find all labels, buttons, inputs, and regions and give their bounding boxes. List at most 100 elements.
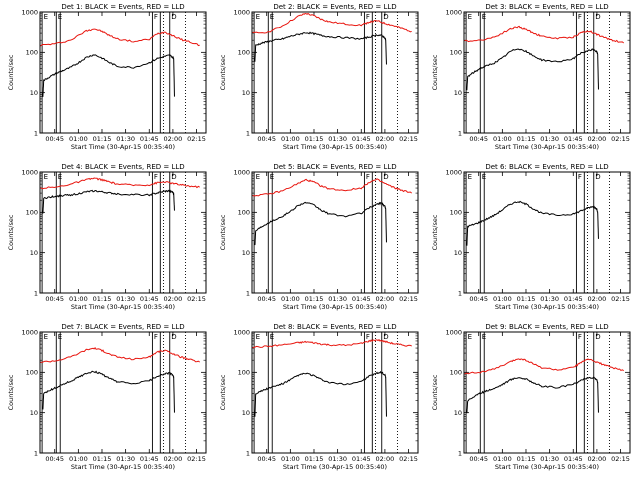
time-marker-label: E	[468, 13, 472, 21]
y-tick-label: 100	[450, 369, 462, 377]
events-series-line	[254, 201, 387, 246]
time-marker-label: F	[578, 13, 582, 21]
time-marker-label: D	[383, 13, 388, 21]
y-tick-label: 10	[30, 409, 38, 417]
x-tick-label: 02:00	[164, 295, 183, 303]
x-tick-label: 00:45	[469, 135, 488, 143]
time-marker-label: E	[256, 173, 260, 181]
y-axis-label: Counts/sec	[7, 214, 15, 250]
x-tick-label: 02:15	[187, 455, 206, 463]
x-tick-label: 00:45	[469, 455, 488, 463]
y-tick-label: 100	[238, 369, 250, 377]
chart-title: Det 2: BLACK = Events, RED = LLD	[273, 3, 396, 11]
time-marker-label: E	[44, 333, 48, 341]
x-tick-label: 00:45	[257, 135, 276, 143]
time-marker-label: E	[44, 13, 48, 21]
x-tick-label: 02:15	[611, 295, 630, 303]
events-series-line	[466, 48, 599, 91]
x-tick-label: 02:15	[399, 295, 418, 303]
x-tick-label: 00:45	[45, 135, 64, 143]
time-marker-label: F	[154, 333, 158, 341]
x-tick-label: 00:45	[257, 295, 276, 303]
x-tick-label: 01:30	[540, 135, 559, 143]
y-tick-label: 1000	[233, 8, 250, 16]
chart-title: Det 8: BLACK = Events, RED = LLD	[273, 323, 396, 331]
y-tick-label: 1	[34, 289, 38, 297]
y-axis-label: Counts/sec	[7, 54, 15, 90]
x-axis-label: Start Time (30-Apr-15 00:35:40)	[495, 463, 599, 471]
lld-series-line	[40, 177, 200, 190]
y-tick-label: 100	[26, 369, 38, 377]
plot-frame	[251, 171, 419, 294]
x-tick-label: 01:00	[69, 295, 88, 303]
x-tick-label: 01:45	[352, 135, 371, 143]
x-tick-label: 01:15	[517, 135, 536, 143]
lld-series-line	[252, 12, 412, 34]
x-tick-label: 01:15	[517, 295, 536, 303]
events-series-line	[254, 31, 387, 65]
events-series-line	[466, 200, 599, 246]
y-tick-label: 1	[246, 129, 250, 137]
time-marker-label: E	[256, 333, 260, 341]
plot-frame	[463, 331, 631, 454]
x-tick-label: 01:00	[493, 295, 512, 303]
events-series-line	[42, 188, 175, 214]
time-marker-label: D	[171, 173, 176, 181]
panel-det-2: Det 2: BLACK = Events, RED = LLD 1 10 100 10…	[219, 3, 419, 151]
x-tick-label: 01:45	[564, 135, 583, 143]
time-marker-label: E	[468, 173, 472, 181]
x-tick-label: 00:45	[257, 455, 276, 463]
panel-det-4: Det 4: BLACK = Events, RED = LLD 1 10 100 10…	[7, 163, 207, 311]
y-tick-label: 1000	[233, 328, 250, 336]
x-tick-label: 01:00	[493, 455, 512, 463]
x-tick-label: 01:15	[517, 455, 536, 463]
panel-det-8: Det 8: BLACK = Events, RED = LLD 1 10 100 10…	[219, 323, 419, 471]
y-axis-label: Counts/sec	[219, 214, 227, 250]
time-marker-label: D	[171, 333, 176, 341]
y-axis-label: Counts/sec	[7, 374, 15, 410]
y-tick-label: 10	[30, 249, 38, 257]
x-tick-label: 01:15	[305, 455, 324, 463]
x-tick-label: 01:15	[93, 135, 112, 143]
chart-title: Det 1: BLACK = Events, RED = LLD	[61, 3, 184, 11]
x-axis-label: Start Time (30-Apr-15 00:35:40)	[71, 303, 175, 311]
x-tick-label: 01:30	[328, 135, 347, 143]
x-tick-label: 01:30	[116, 135, 135, 143]
x-tick-label: 01:45	[352, 295, 371, 303]
x-tick-label: 01:45	[140, 295, 159, 303]
y-tick-label: 1	[246, 289, 250, 297]
x-tick-label: 01:00	[281, 295, 300, 303]
time-marker-label: D	[595, 13, 600, 21]
y-axis-label: Counts/sec	[219, 54, 227, 90]
plot-frame	[463, 11, 631, 134]
time-marker-label: F	[366, 333, 370, 341]
time-marker-label: F	[366, 13, 370, 21]
time-marker-label: F	[154, 173, 158, 181]
x-tick-label: 00:45	[45, 295, 64, 303]
plot-frame	[251, 11, 419, 134]
x-tick-label: 01:30	[328, 455, 347, 463]
panel-det-5: Det 5: BLACK = Events, RED = LLD 1 10 100 10…	[219, 163, 419, 311]
y-tick-label: 100	[450, 209, 462, 217]
time-marker-label: D	[595, 173, 600, 181]
x-tick-label: 01:45	[564, 455, 583, 463]
plot-frame	[39, 11, 207, 134]
y-tick-label: 1	[34, 129, 38, 137]
x-tick-label: 01:15	[305, 135, 324, 143]
y-tick-label: 1	[458, 289, 462, 297]
x-tick-label: 01:30	[540, 455, 559, 463]
y-tick-label: 10	[30, 89, 38, 97]
time-marker-label: D	[383, 333, 388, 341]
x-tick-label: 01:45	[352, 455, 371, 463]
x-tick-label: 02:00	[376, 455, 395, 463]
lld-series-line	[40, 28, 200, 47]
events-series-line	[42, 370, 175, 413]
y-tick-label: 100	[450, 49, 462, 57]
x-tick-label: 02:00	[376, 295, 395, 303]
x-axis-label: Start Time (30-Apr-15 00:35:40)	[283, 143, 387, 151]
x-axis-label: Start Time (30-Apr-15 00:35:40)	[495, 143, 599, 151]
plot-frame	[251, 331, 419, 454]
y-tick-label: 1000	[445, 328, 462, 336]
events-series-line	[254, 370, 387, 417]
x-tick-label: 01:30	[116, 295, 135, 303]
